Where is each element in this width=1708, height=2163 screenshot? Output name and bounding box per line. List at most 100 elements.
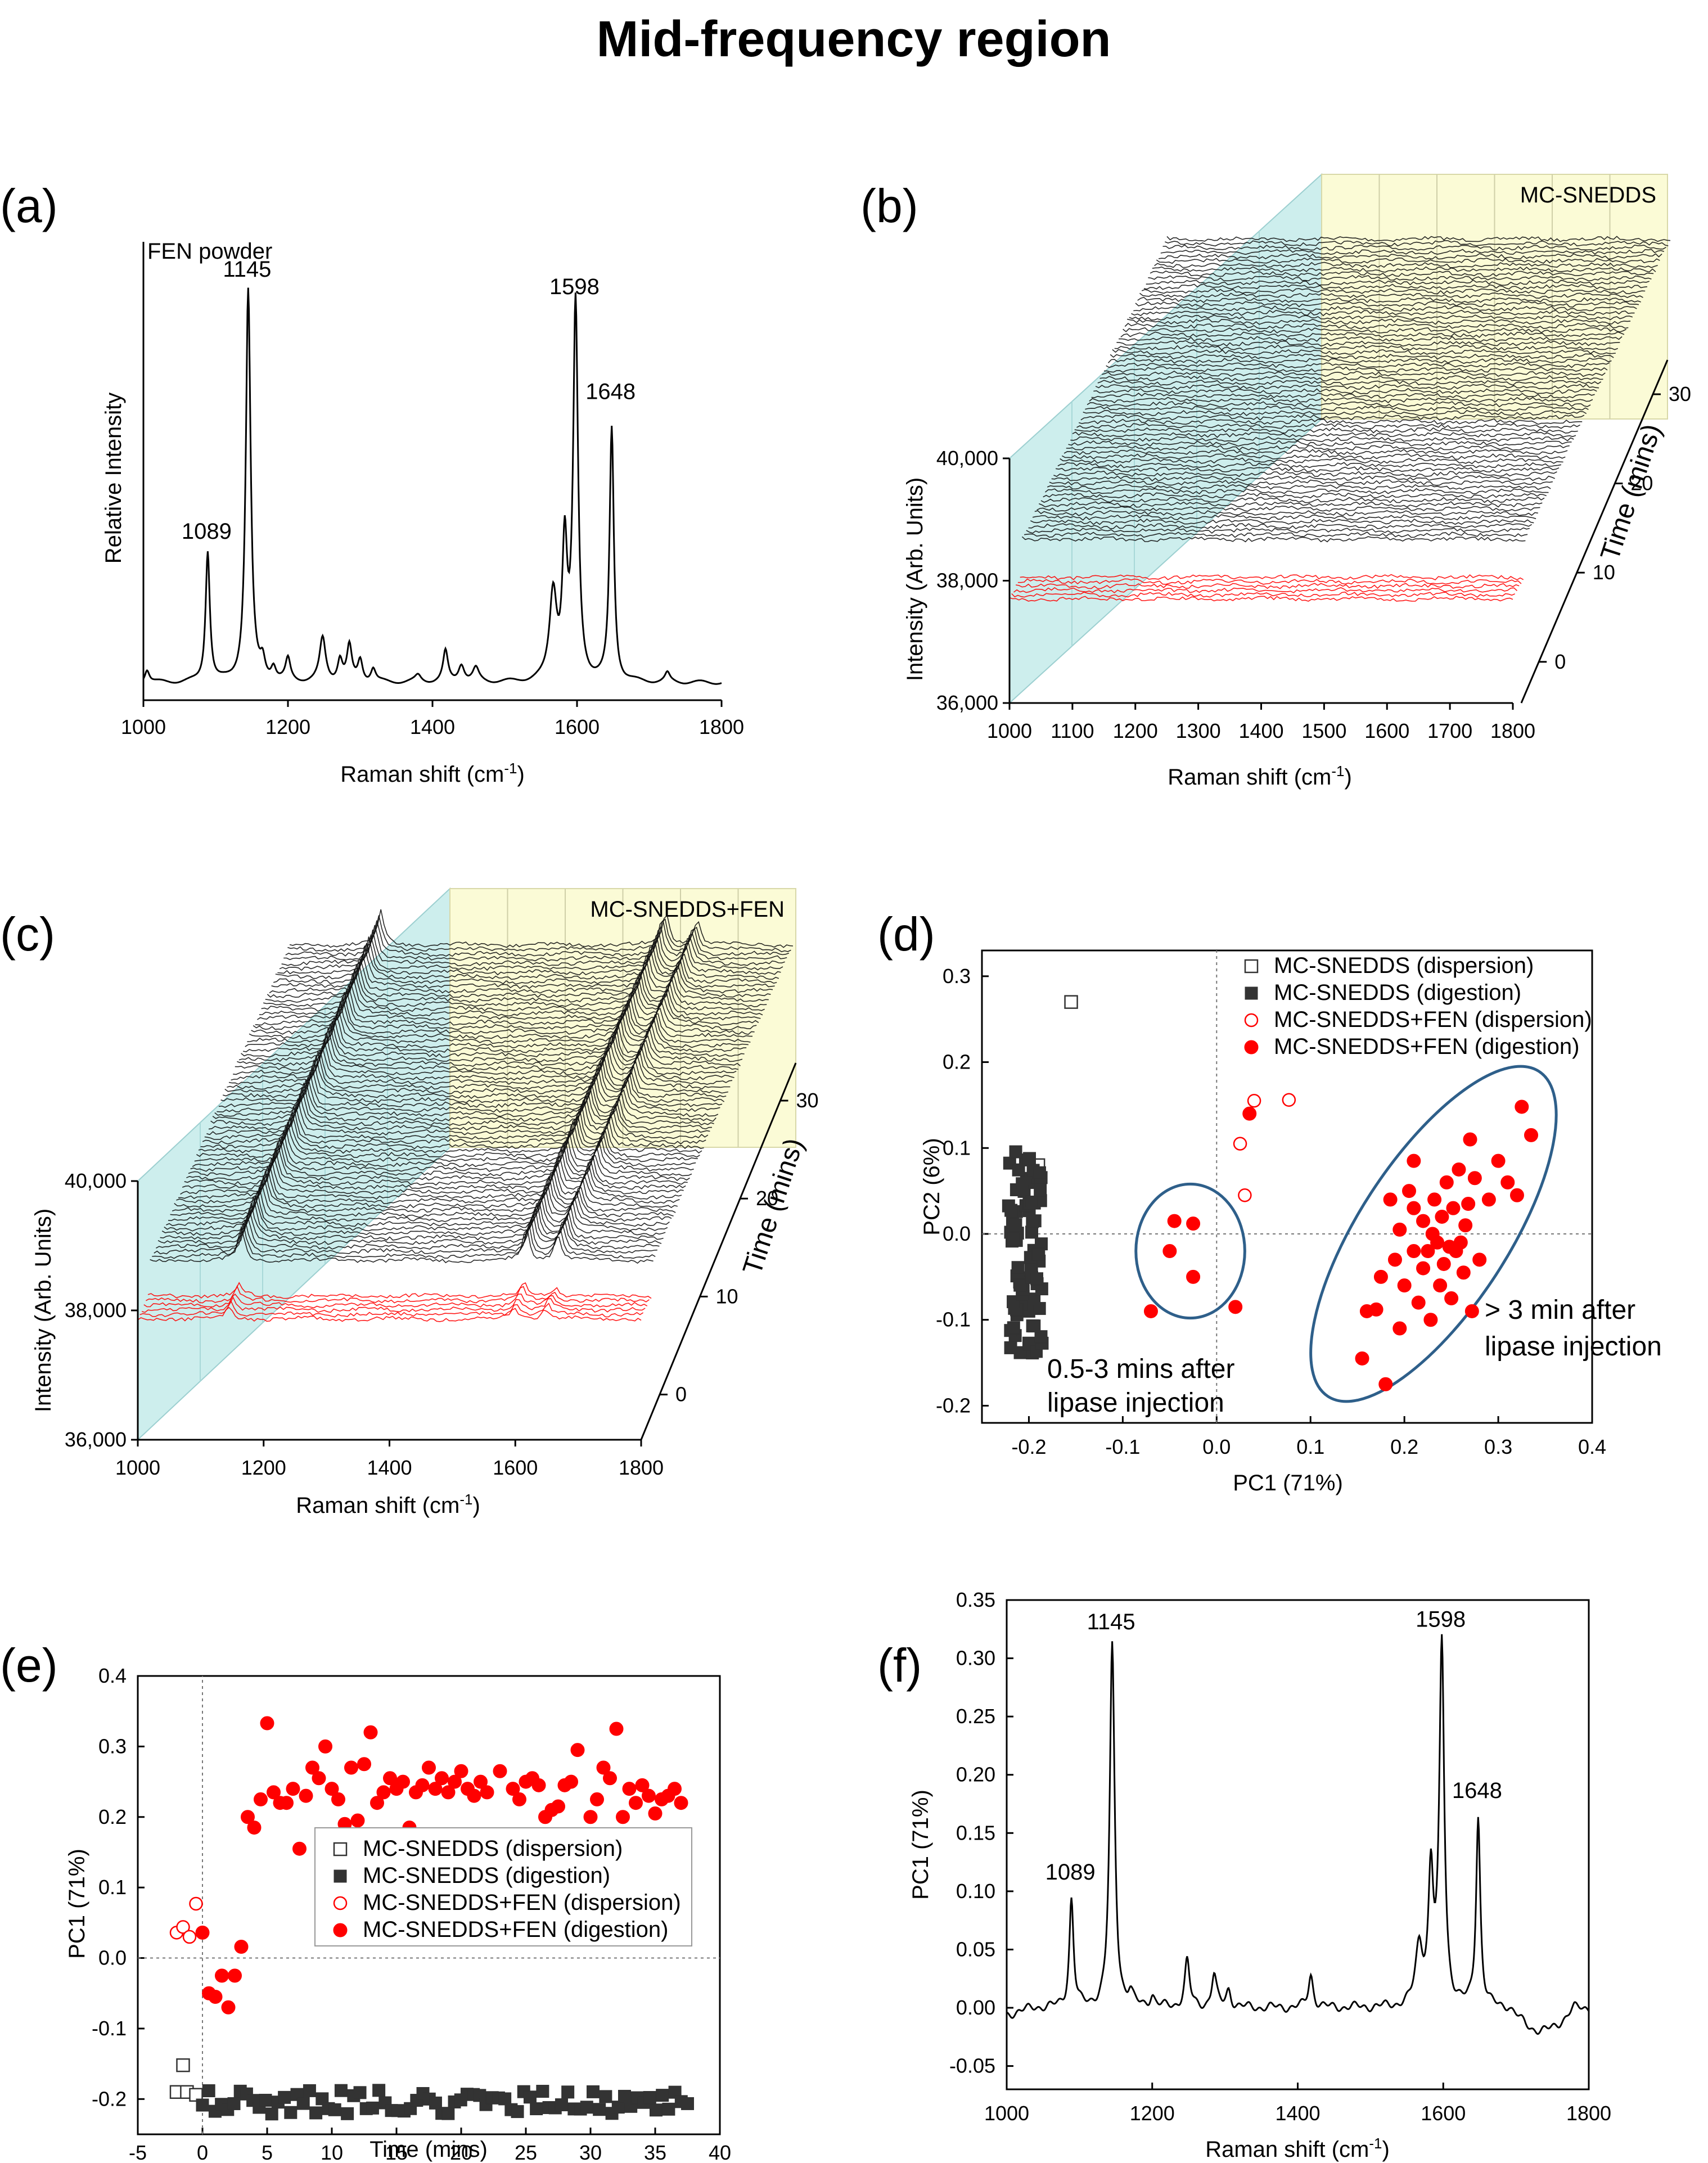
panel-d-point (1467, 1171, 1482, 1186)
panel-d-annotation-late-1: > 3 min after (1485, 1295, 1635, 1325)
b-spectrum-trace (1160, 249, 1665, 255)
panel-f-x-tick-label: 1600 (1421, 2102, 1466, 2125)
b-spectrum-trace (1156, 257, 1660, 264)
panel-d-point (1233, 1137, 1247, 1151)
b-spectrum-trace (1131, 309, 1635, 317)
panel-d-point (1373, 1269, 1388, 1284)
c-spectrum-trace (245, 1012, 749, 1048)
panel-d-x-tick-label: -0.2 (1011, 1435, 1046, 1458)
panel-e-point (328, 2103, 341, 2116)
panel-d-point (1407, 1153, 1421, 1168)
c-x-tick-label: 1000 (115, 1456, 160, 1479)
panel-f: (f) 1000 1200 1400 1600 1800 -0.05 0.00 0.05 0.1… (877, 1588, 1611, 2162)
c-z-tick-label: 10 (716, 1285, 738, 1308)
b-spectrum-trace (1051, 475, 1556, 482)
b-spectrum-trace (1099, 375, 1603, 382)
panel-e-point (441, 2107, 455, 2120)
panel-e-point (247, 1820, 262, 1835)
panel-e-point (609, 1722, 624, 1736)
b-spectrum-trace (1112, 349, 1616, 355)
b-spectrum-trace (1124, 322, 1629, 330)
panel-label-d: (d) (877, 908, 935, 961)
panel-e-y-tick-label: 0.3 (98, 1734, 127, 1758)
panel-e-point (278, 2090, 291, 2104)
panel-a-peak-label: 1598 (549, 274, 600, 299)
b-spectrum-trace (1165, 240, 1669, 247)
panel-e-point (593, 2103, 606, 2116)
panel-d-legend: MC-SNEDDS (dispersion)MC-SNEDDS (digesti… (1244, 953, 1592, 1059)
b-spectrum-trace (1133, 305, 1637, 312)
panel-e-y-tick-label: 0.2 (98, 1805, 127, 1828)
b-spectrum-trace (1107, 357, 1612, 364)
panel-d-legend-label: MC-SNEDDS (digestion) (1274, 980, 1521, 1005)
panel-d-point (1439, 1175, 1454, 1189)
b-spectrum-trace (1135, 301, 1639, 308)
panel-e-point (325, 1782, 339, 1796)
panel-d-point (1392, 1321, 1407, 1336)
panel-e-point (580, 2101, 593, 2114)
panel-f-x-tick-label: 1400 (1275, 2102, 1320, 2125)
b-spectrum-trace (1120, 331, 1625, 338)
panel-d-point (1509, 1188, 1524, 1202)
panel-c-zlabel: Time (mins) (737, 1134, 809, 1278)
b-spectrum-trace (1021, 536, 1526, 543)
panel-f-y-tick-label: 0.35 (956, 1588, 995, 1611)
panel-e-y-tick-label: -0.1 (92, 2017, 127, 2040)
b-y-tick-label: 40,000 (936, 447, 998, 470)
b-spectrum-trace (1154, 262, 1658, 269)
panel-c-ylabel: Intensity (Arb. Units) (31, 1209, 56, 1412)
b-spectrum-trace (1137, 296, 1641, 303)
panel-d-point (1030, 1272, 1043, 1286)
panel-e-point (299, 1788, 313, 1803)
panel-d-point (1064, 995, 1078, 1009)
panel-b-xlabel: Raman shift (cm-1) (1168, 763, 1352, 790)
panel-e-point (383, 1771, 397, 1786)
panel-e-x-tick-label: 5 (262, 2141, 273, 2163)
c-x-tick-label: 1200 (241, 1456, 286, 1479)
panel-d-legend-marker (1244, 959, 1259, 974)
panel-d-point (1427, 1192, 1442, 1207)
c-spectrum-trace (154, 1218, 657, 1255)
c-spectrum-trace (281, 929, 785, 966)
panel-a-peak-label: 1145 (223, 257, 271, 282)
b-spectrum-trace (1074, 427, 1578, 434)
panel-e-legend: MC-SNEDDS (dispersion)MC-SNEDDS (digesti… (333, 1836, 681, 1942)
panel-f-plot-frame (1006, 1599, 1590, 2090)
panel-e-x-tick-label: 25 (515, 2141, 537, 2163)
b-x-tick-label: 1200 (1113, 719, 1158, 742)
figure-title: Mid-frequency region (596, 11, 1111, 67)
panel-e-point (292, 1841, 307, 1856)
panel-e-legend-label: MC-SNEDDS (dispersion) (363, 1836, 623, 1861)
panel-e-point (254, 1792, 268, 1806)
panel-e-point (668, 1782, 682, 1796)
panel-d-point (1027, 1292, 1041, 1306)
b-spectrum-trace (1141, 288, 1646, 295)
b-spectrum-trace (1129, 314, 1633, 321)
b-spectrum-trace (1116, 340, 1620, 347)
panel-f-ylabel: PC1 (71%) (908, 1790, 933, 1900)
panel-e-point (570, 1743, 585, 1758)
b-z-tick-label: 20 (1630, 472, 1653, 495)
panel-f-peak-label: 1145 (1087, 1610, 1135, 1634)
panel-d-ylabel: PC2 (6%) (920, 1138, 944, 1235)
panel-d-point (1242, 1106, 1257, 1121)
b-spectrum-trace (1026, 527, 1530, 534)
b-spectrum-trace (1159, 253, 1662, 260)
b-spectrum-trace (1011, 591, 1516, 598)
panel-d-point (1397, 1278, 1412, 1293)
panel-b-legend-title: MC-SNEDDS (1520, 183, 1656, 208)
c-y-tick-label: 40,000 (65, 1169, 127, 1192)
panel-f-y-tick-label: 0.10 (956, 1880, 995, 1903)
b-x-tick-label: 1400 (1238, 719, 1283, 742)
panel-d-point (1009, 1218, 1022, 1232)
panel-a: (a) FEN powder Relative Intensity Raman … (0, 179, 744, 787)
b-spectrum-trace (1028, 523, 1532, 530)
panel-e-point (376, 1785, 391, 1800)
b-spectrum-trace (1150, 270, 1654, 277)
c-spectrum-trace (176, 1166, 680, 1205)
panel-d-point (1481, 1192, 1496, 1207)
panel-e-point (530, 2102, 543, 2116)
panel-e-point (208, 1990, 223, 2004)
panel-d-point (1027, 1319, 1041, 1333)
panel-f-x-tick-label: 1000 (984, 2102, 1029, 2125)
